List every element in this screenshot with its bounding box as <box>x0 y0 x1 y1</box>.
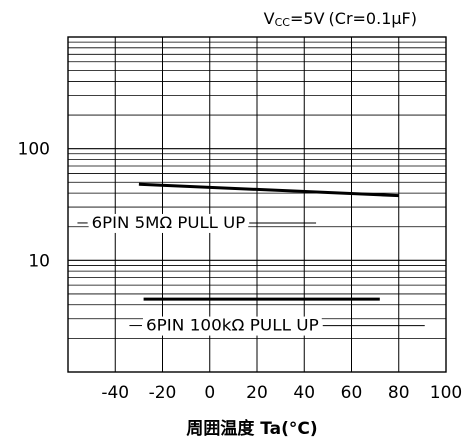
tick-labels: -40 -20 0 20 40 60 80 100 100 10 <box>18 140 463 403</box>
series-lines <box>138 182 399 301</box>
annotations: 6PIN 5MΩ PULL UP 6PIN 100kΩ PULL UP <box>77 213 425 336</box>
y-tick-label: 100 <box>18 140 50 160</box>
annotation-background <box>88 213 249 233</box>
condition-subscript: CC <box>275 16 291 29</box>
x-tick-label: 40 <box>293 383 315 403</box>
x-tick-label: 60 <box>341 383 363 403</box>
x-tick-label: 0 <box>204 383 215 403</box>
condition-paren: (Cr=0.1μF) <box>329 9 417 28</box>
x-tick-label: 80 <box>388 383 410 403</box>
series-annotation: 6PIN 100kΩ PULL UP <box>146 316 319 335</box>
y-tick-label: 10 <box>28 251 50 271</box>
condition-prefix: V <box>264 9 275 28</box>
condition-rest: =5V <box>290 9 325 28</box>
annotation-background <box>142 316 322 336</box>
x-tick-label: -40 <box>101 383 129 403</box>
series-annotation: 6PIN 5MΩ PULL UP <box>92 213 246 232</box>
test-condition: VCC=5V (Cr=0.1μF) <box>264 9 417 29</box>
series-line-0 <box>138 182 399 198</box>
x-tick-label: 20 <box>246 383 268 403</box>
x-tick-label: 100 <box>430 383 462 403</box>
x-axis-label: 周囲温度 Ta(°C) <box>186 418 317 439</box>
x-tick-label: -20 <box>149 383 177 403</box>
